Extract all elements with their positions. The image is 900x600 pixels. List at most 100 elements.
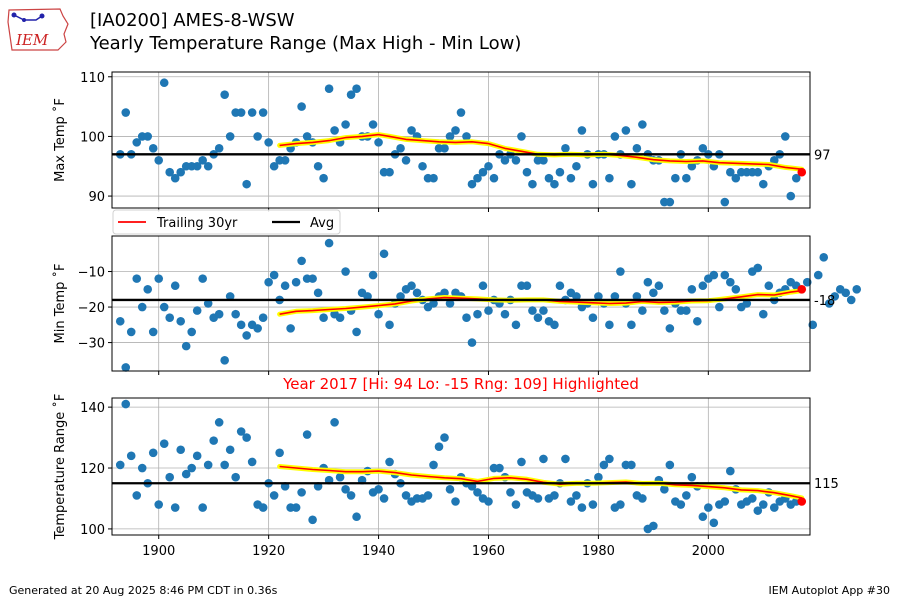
data-point (198, 274, 207, 283)
data-point (148, 448, 158, 458)
data-point (649, 288, 658, 298)
data-point (709, 270, 719, 280)
data-point (671, 173, 680, 183)
legend: Trailing 30yr Avg (112, 209, 341, 235)
data-point (302, 430, 312, 439)
data-point (137, 463, 147, 473)
data-point (632, 144, 642, 153)
data-point (374, 309, 383, 319)
data-point (126, 327, 136, 337)
average-value-label: 97 (814, 148, 831, 163)
y-tick-label: 120 (80, 462, 105, 477)
plot-frame (111, 235, 811, 372)
data-point (115, 316, 125, 326)
data-point (539, 454, 548, 464)
highlighted-data-point (797, 284, 807, 294)
data-point (440, 144, 449, 153)
logo-text: IEM (15, 31, 49, 49)
data-point (791, 173, 801, 183)
data-point (302, 132, 312, 141)
data-point (824, 299, 834, 308)
data-point (665, 197, 675, 207)
data-point (269, 270, 279, 280)
data-point (115, 460, 125, 470)
y-axis-label: Temperature Range ˚F (52, 394, 68, 541)
data-point (467, 179, 477, 189)
data-point (517, 457, 526, 467)
data-point (731, 173, 741, 183)
data-point (704, 503, 713, 512)
data-point (577, 126, 587, 135)
data-point (467, 338, 477, 347)
data-point (445, 299, 455, 308)
data-point (473, 309, 482, 319)
data-point (236, 427, 246, 436)
y-tick-label: 100 (80, 523, 105, 538)
data-point (632, 292, 642, 301)
data-point (253, 132, 262, 141)
data-point (368, 270, 378, 280)
chart-panel-2: −30 −20 −10 Min Temp ˚F -18 (52, 235, 862, 375)
data-point (462, 132, 471, 141)
data-point (385, 457, 394, 467)
data-point (588, 313, 598, 323)
data-point (473, 173, 482, 183)
data-point (324, 84, 334, 94)
data-point (214, 309, 224, 319)
data-point (192, 306, 202, 315)
data-point (511, 155, 521, 165)
y-tick-label: 90 (88, 190, 105, 205)
y-axis-label: Max Temp ˚F (52, 98, 68, 182)
data-point (264, 138, 273, 147)
data-point (808, 320, 818, 330)
y-tick-label: −10 (78, 266, 105, 281)
data-point (297, 488, 306, 497)
data-point (511, 500, 521, 509)
x-tick-label: 1900 (142, 544, 175, 559)
data-point (401, 491, 411, 500)
data-point (412, 288, 422, 298)
data-point (495, 463, 504, 473)
data-point (687, 161, 697, 171)
data-point (528, 306, 537, 315)
data-point (566, 173, 576, 183)
data-point (374, 138, 383, 147)
data-point (220, 356, 229, 365)
data-point (220, 460, 229, 470)
data-point (203, 299, 213, 308)
data-point (258, 313, 268, 323)
data-point (594, 472, 603, 482)
data-point (242, 331, 251, 340)
data-point (165, 472, 175, 482)
data-point (159, 78, 169, 88)
data-point (698, 281, 708, 291)
data-point (555, 167, 565, 177)
chart-title: [IA0200] AMES-8-WSW (90, 10, 295, 31)
data-point (231, 309, 240, 319)
x-tick-label: 1960 (472, 544, 505, 559)
data-point (176, 316, 186, 326)
data-point (484, 497, 493, 506)
data-point (522, 167, 532, 177)
data-point (830, 292, 840, 301)
data-point (401, 155, 411, 165)
data-point (687, 472, 697, 482)
data-point (170, 173, 180, 183)
data-point (225, 445, 235, 455)
data-point (385, 167, 394, 177)
highlighted-data-point (797, 497, 807, 506)
network-node-shape (11, 12, 17, 18)
data-point (610, 292, 620, 301)
data-point (335, 313, 345, 323)
data-point (121, 399, 131, 409)
y-tick-label: 100 (80, 130, 105, 145)
data-point (198, 503, 207, 512)
data-point (132, 274, 142, 283)
data-point (605, 454, 614, 464)
data-point (429, 460, 438, 470)
data-point (643, 277, 653, 287)
data-point (352, 512, 361, 522)
data-point (572, 161, 581, 171)
data-point (599, 460, 609, 470)
